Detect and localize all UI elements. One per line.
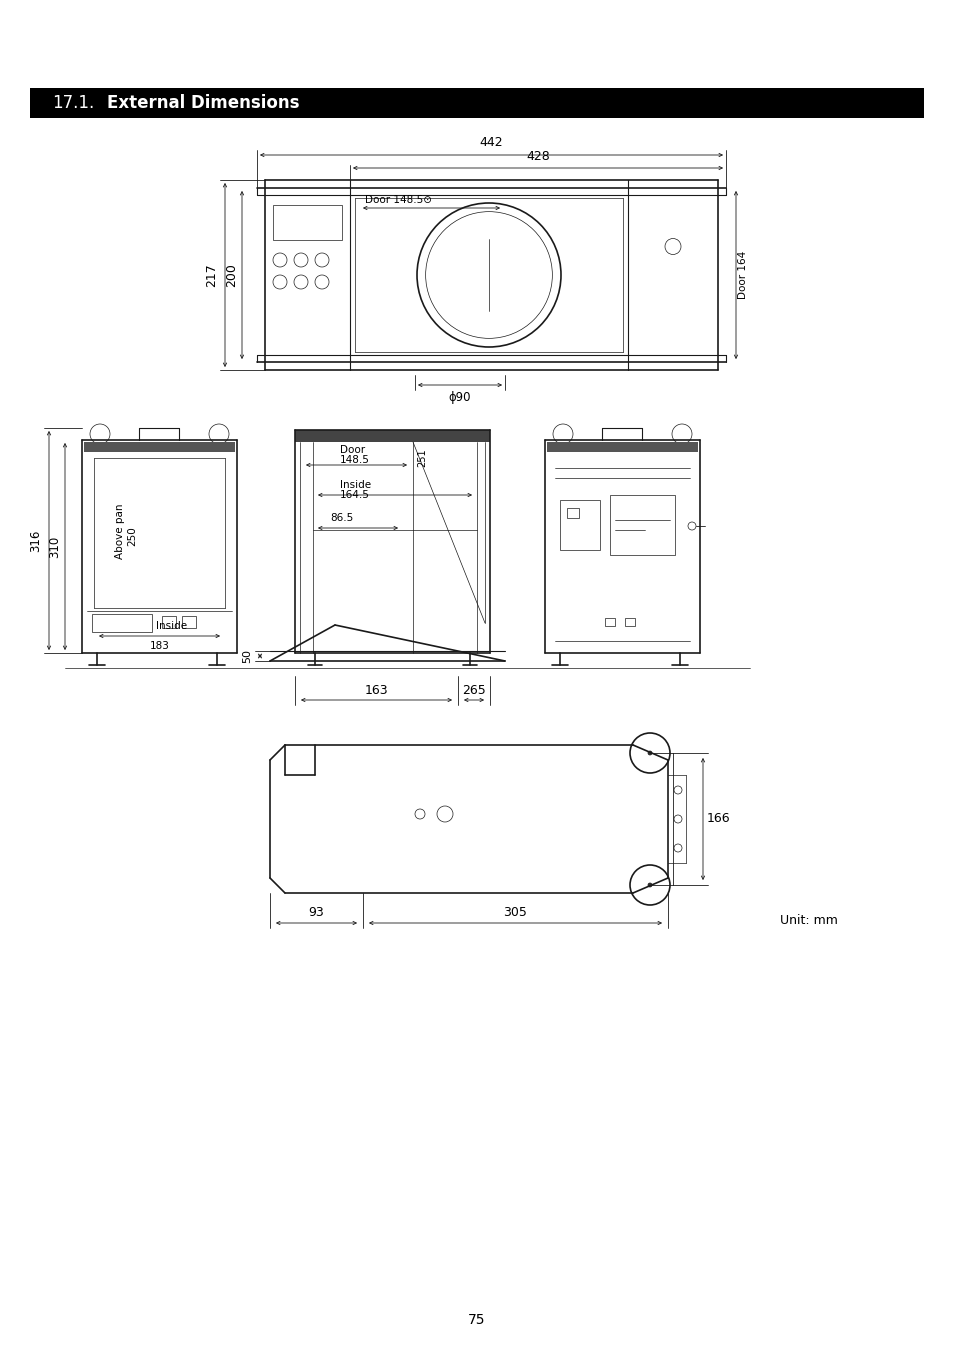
- Bar: [294, 431, 490, 441]
- Bar: [91, 614, 152, 632]
- Circle shape: [647, 751, 651, 755]
- Bar: [273, 205, 341, 240]
- Bar: [30, 88, 923, 117]
- Text: 166: 166: [705, 813, 729, 825]
- Text: ϕ90: ϕ90: [448, 392, 471, 405]
- Text: Door: Door: [339, 446, 365, 455]
- Bar: [546, 441, 698, 452]
- Text: Door 164: Door 164: [738, 251, 747, 300]
- Bar: [624, 618, 635, 626]
- Text: 316: 316: [30, 529, 43, 552]
- Bar: [182, 616, 195, 628]
- Text: 75: 75: [468, 1314, 485, 1327]
- Circle shape: [647, 883, 651, 887]
- Text: 164.5: 164.5: [339, 490, 370, 500]
- Text: 250: 250: [127, 526, 137, 547]
- Text: 310: 310: [49, 536, 61, 558]
- Text: Inside: Inside: [339, 481, 371, 490]
- Bar: [559, 500, 599, 549]
- Text: 17.1.: 17.1.: [52, 95, 94, 112]
- Text: Door 148.5⊙: Door 148.5⊙: [365, 194, 432, 205]
- Text: 183: 183: [150, 641, 170, 651]
- Text: External Dimensions: External Dimensions: [107, 95, 299, 112]
- Text: 148.5: 148.5: [339, 455, 370, 464]
- Text: 200: 200: [225, 263, 238, 288]
- Text: 251: 251: [416, 448, 427, 467]
- Text: 50: 50: [242, 649, 252, 663]
- Text: 442: 442: [479, 135, 503, 148]
- Text: Above pan: Above pan: [115, 504, 125, 559]
- Text: 163: 163: [364, 683, 388, 697]
- Bar: [609, 495, 675, 555]
- Bar: [162, 616, 175, 628]
- Text: Inside: Inside: [156, 621, 188, 630]
- Text: 217: 217: [205, 263, 218, 288]
- Text: 86.5: 86.5: [330, 513, 353, 522]
- Bar: [84, 441, 234, 452]
- Text: Unit: mm: Unit: mm: [780, 914, 837, 926]
- Text: 265: 265: [461, 683, 485, 697]
- Text: 428: 428: [525, 150, 549, 163]
- Bar: [566, 508, 578, 518]
- Text: 305: 305: [503, 906, 527, 919]
- Bar: [604, 618, 615, 626]
- Text: 93: 93: [309, 906, 324, 919]
